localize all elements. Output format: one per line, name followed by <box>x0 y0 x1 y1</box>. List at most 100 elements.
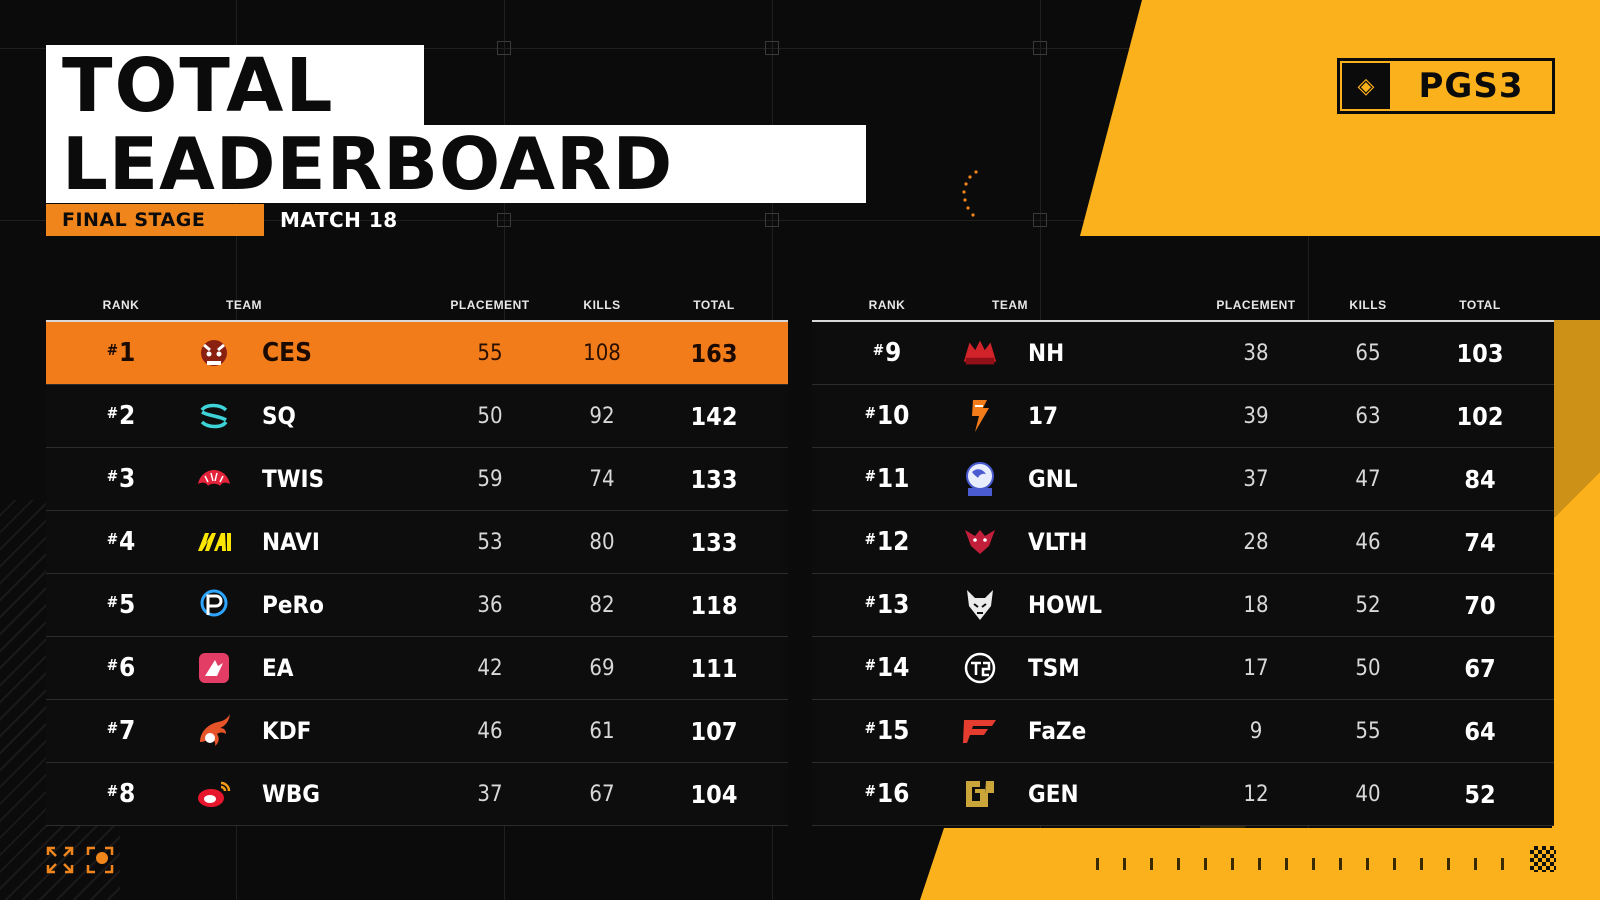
rank-value: 2 <box>119 401 136 431</box>
rank-value: 4 <box>119 527 136 557</box>
placement-cell: 12 <box>1243 781 1269 807</box>
table-row: #10 17 39 63 102 <box>812 385 1554 448</box>
kills-cell: 47 <box>1355 466 1381 492</box>
yellow-banner-top <box>1080 0 1600 236</box>
table-row: #11 GNL 37 47 84 <box>812 448 1554 511</box>
team-cell: VLTH <box>962 522 1182 562</box>
kills-cell: 40 <box>1355 781 1381 807</box>
rank-value: 1 <box>119 338 136 368</box>
header-placement: PLACEMENT <box>450 298 530 312</box>
placement-cell: 9 <box>1249 718 1263 744</box>
team-cell: GEN <box>962 774 1182 814</box>
kills-cell: 108 <box>583 340 621 366</box>
placement-cell: 37 <box>1243 466 1269 492</box>
17-logo-icon <box>960 396 1000 436</box>
total-cell: 67 <box>1464 653 1496 683</box>
team-name: NH <box>1028 339 1065 367</box>
total-cell: 133 <box>690 527 738 557</box>
rank-value: 12 <box>876 527 910 557</box>
rank-value: 7 <box>119 716 136 746</box>
ea-logo-icon <box>194 648 234 688</box>
placement-cell: 39 <box>1243 403 1269 429</box>
placement-cell: 46 <box>477 718 503 744</box>
grid-node <box>497 41 511 55</box>
team-name: KDF <box>262 717 312 745</box>
rank-cell: #8 <box>106 779 136 809</box>
total-cell: 84 <box>1464 464 1496 494</box>
grid-node <box>497 213 511 227</box>
team-name: GNL <box>1028 465 1078 493</box>
pero-logo-icon <box>194 585 234 625</box>
sq-logo-icon <box>194 396 234 436</box>
kills-cell: 50 <box>1355 655 1381 681</box>
table-row: #7 KDF 46 61 107 <box>46 700 788 763</box>
team-cell: CES <box>196 333 416 373</box>
event-logo-text: PGS3 <box>1392 63 1550 109</box>
grid-node <box>1033 213 1047 227</box>
footer-icons <box>46 846 114 874</box>
rank-cell: #5 <box>106 590 136 620</box>
rank-value: 9 <box>885 338 902 368</box>
rank-value: 16 <box>876 779 910 809</box>
placement-cell: 28 <box>1243 529 1269 555</box>
rank-cell: #13 <box>864 590 910 620</box>
kills-cell: 46 <box>1355 529 1381 555</box>
rank-cell: #12 <box>864 527 910 557</box>
header-rank: RANK <box>102 298 140 312</box>
event-logo: ◈ PGS3 <box>1337 58 1555 114</box>
table-row: #3 TWIS 59 74 133 <box>46 448 788 511</box>
header-kills: KILLS <box>1349 298 1387 312</box>
team-name: CES <box>262 338 312 368</box>
table-row: #8 WBG 37 67 104 <box>46 763 788 826</box>
rank-value: 11 <box>876 464 910 494</box>
table-row: #9 NH 38 65 103 <box>812 322 1554 385</box>
team-name: WBG <box>262 780 320 808</box>
rank-value: 15 <box>876 716 910 746</box>
wbg-logo-icon <box>194 774 234 814</box>
total-cell: 102 <box>1456 401 1504 431</box>
team-cell: HOWL <box>962 585 1182 625</box>
rank-cell: #10 <box>864 401 910 431</box>
total-cell: 107 <box>690 716 738 746</box>
placement-cell: 50 <box>477 403 503 429</box>
table-row: #2 SQ 50 92 142 <box>46 385 788 448</box>
rank-value: 10 <box>876 401 910 431</box>
team-cell: NH <box>962 333 1182 373</box>
placement-cell: 42 <box>477 655 503 681</box>
header-total: TOTAL <box>1459 298 1501 312</box>
tick-marks <box>1096 858 1504 870</box>
grid-node <box>1033 41 1047 55</box>
team-cell: EA <box>196 648 416 688</box>
team-name: 17 <box>1028 402 1059 430</box>
table-header: RANK TEAM PLACEMENT KILLS TOTAL <box>46 290 788 322</box>
header-kills: KILLS <box>583 298 621 312</box>
rank-cell: #11 <box>864 464 910 494</box>
total-cell: 142 <box>690 401 738 431</box>
team-name: FaZe <box>1028 717 1087 745</box>
rank-value: 14 <box>876 653 910 683</box>
kills-cell: 61 <box>589 718 615 744</box>
kills-cell: 92 <box>589 403 615 429</box>
table-row: #4 NAVI 53 80 133 <box>46 511 788 574</box>
total-cell: 64 <box>1464 716 1496 746</box>
placement-cell: 55 <box>477 340 503 366</box>
table-row: #15 FaZe 9 55 64 <box>812 700 1554 763</box>
kills-cell: 67 <box>589 781 615 807</box>
total-cell: 118 <box>690 590 738 620</box>
tsm-logo-icon <box>960 648 1000 688</box>
rank-value: 6 <box>119 653 136 683</box>
team-name: VLTH <box>1028 528 1088 556</box>
placement-cell: 17 <box>1243 655 1269 681</box>
grid-node <box>765 213 779 227</box>
placement-cell: 59 <box>477 466 503 492</box>
team-name: HOWL <box>1028 591 1103 619</box>
table-row: #12 VLTH 28 46 74 <box>812 511 1554 574</box>
rank-cell: #3 <box>106 464 136 494</box>
kills-cell: 82 <box>589 592 615 618</box>
team-cell: PeRo <box>196 585 416 625</box>
page-title-line1: TOTAL <box>46 45 424 127</box>
header-rank: RANK <box>868 298 906 312</box>
team-cell: GNL <box>962 459 1182 499</box>
match-label: MATCH 18 <box>280 208 398 232</box>
